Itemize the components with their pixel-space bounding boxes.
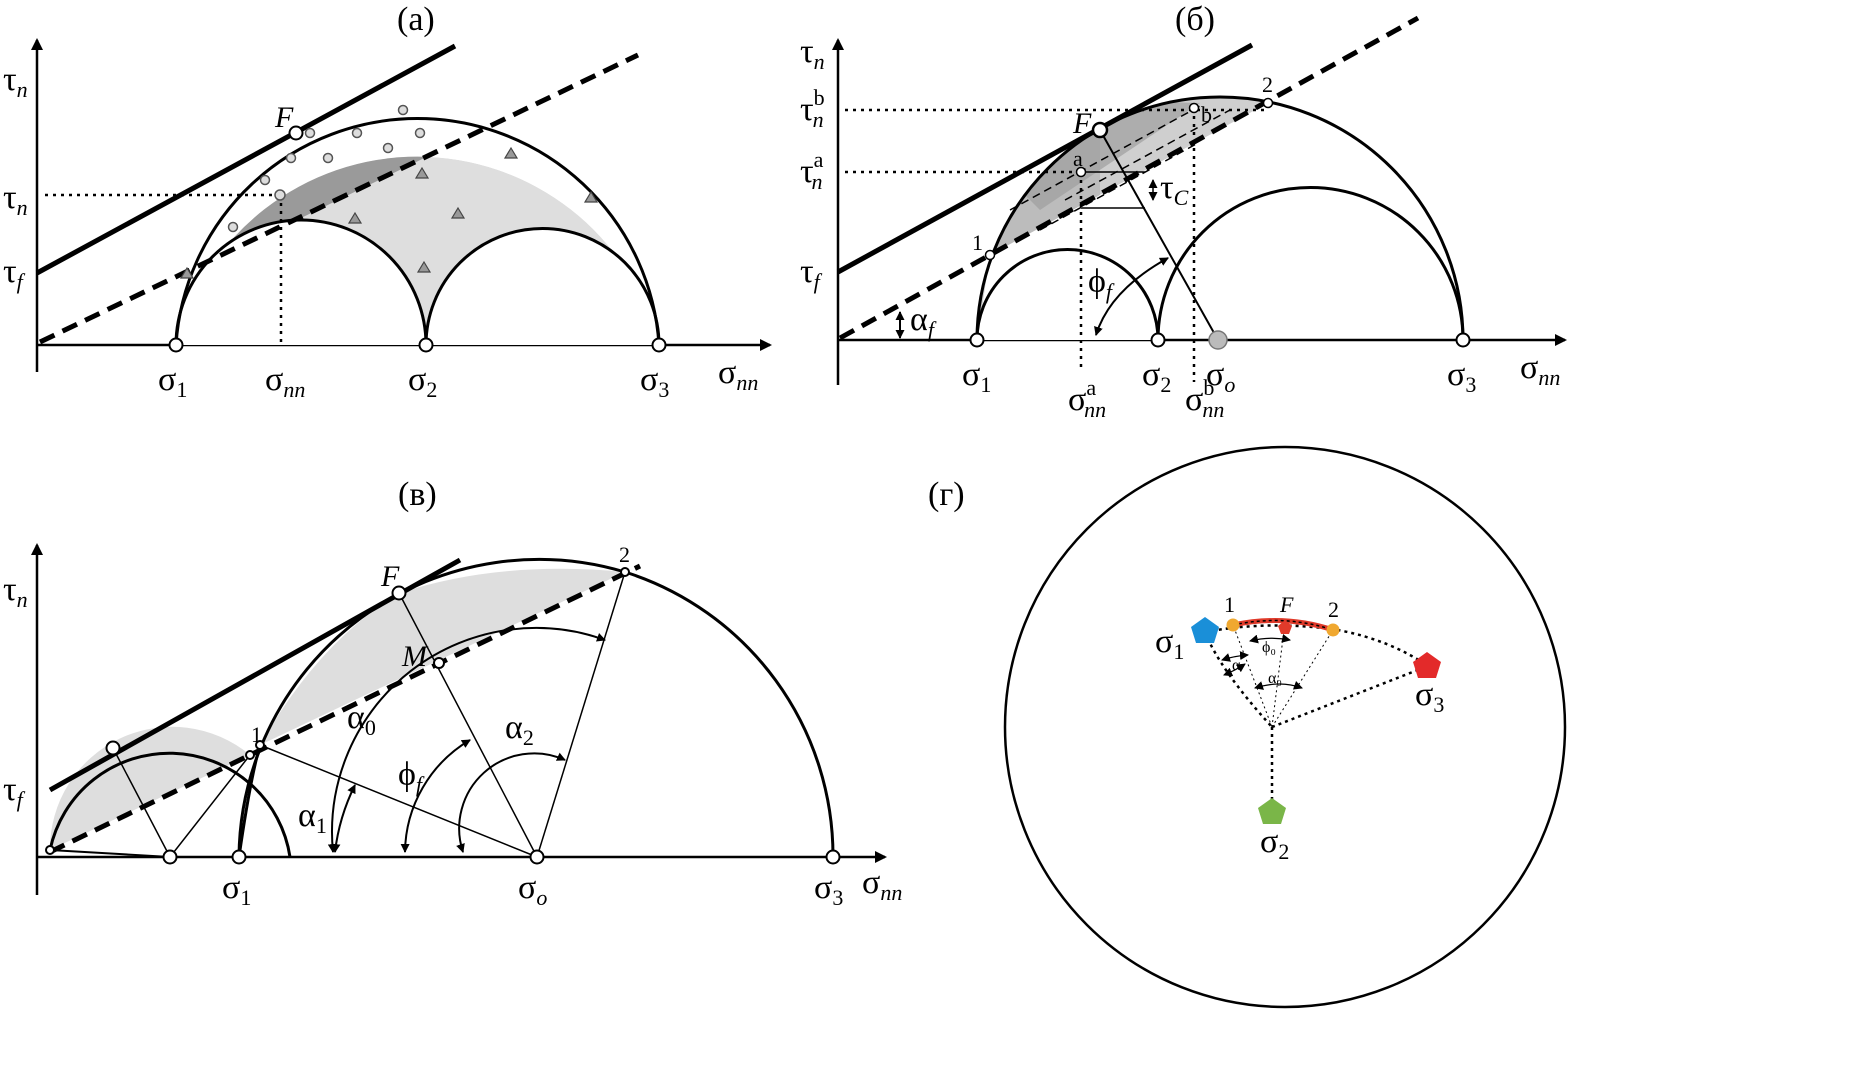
panel-d: (г) 1 F 2 ϕ₀ α₀ α: [928, 445, 1567, 1009]
label-phi0: ϕ₀: [1262, 639, 1276, 656]
label-sigma2: σ2: [1260, 823, 1289, 864]
small-circle: [48, 751, 292, 858]
label-sigma2: σ2: [408, 361, 437, 402]
panel-b: (б): [800, 1, 1567, 422]
panel-b-title: (б): [1175, 1, 1215, 38]
failure-line: [836, 42, 1254, 275]
label-sigma3: σ3: [640, 361, 669, 402]
point-F: [1091, 121, 1109, 139]
friction-line: [838, 15, 1420, 341]
label-alpha2: α2: [505, 709, 534, 750]
marker-sigma1: [1191, 617, 1219, 643]
label-sigma1: σ1: [962, 356, 991, 397]
label-tau-n-axis: τn: [800, 33, 825, 74]
point-F: [288, 125, 304, 141]
label-axis-x: σnn: [1520, 349, 1560, 390]
label-sigma2: σ2: [1142, 356, 1171, 397]
label-M: M: [401, 640, 429, 673]
label-sigma-o: σo: [518, 869, 547, 910]
failure-line: [35, 43, 457, 276]
label-tau-f: τf: [800, 253, 823, 294]
inner-circle-2: [426, 228, 659, 345]
label-F: F: [1279, 592, 1294, 617]
label-tau-n-axis: τn: [3, 61, 28, 102]
label-sigma-nn: σnn: [265, 361, 305, 402]
label-F: F: [274, 101, 294, 134]
label-F: F: [380, 560, 400, 593]
panel-a: (a) F: [3, 1, 772, 402]
inner-circle-1: [176, 220, 426, 345]
label-1: 1: [251, 722, 262, 747]
label-phi-f: ϕf: [398, 756, 425, 797]
label-F: F: [1072, 107, 1092, 140]
label-b: b: [1201, 102, 1212, 127]
label-tau-n: τn: [3, 179, 28, 220]
radius-line: [1099, 129, 1219, 341]
label-tau-nb: τb n: [800, 85, 825, 132]
label-2: 2: [1262, 72, 1273, 97]
marker-2: [1326, 623, 1340, 637]
label-alpha0: α₀: [1268, 670, 1282, 687]
label-sigma1: σ1: [222, 869, 251, 910]
marker-F: [1278, 620, 1292, 634]
label-2: 2: [1328, 597, 1339, 622]
label-tau-n-axis: τn: [3, 571, 28, 612]
label-sigma1: σ1: [1155, 623, 1184, 664]
label-axis-x: σnn: [718, 354, 758, 395]
panel-c: (в) F M 1 2: [3, 476, 902, 910]
marker-1: [1226, 618, 1240, 632]
shaded-region-large: [260, 568, 625, 745]
inner-circle-2: [1156, 186, 1465, 341]
label-sigma3: σ3: [814, 869, 843, 910]
outer-circle: [975, 95, 1465, 341]
panel-a-title: (a): [397, 1, 435, 38]
label-tau-c: τC: [1160, 169, 1189, 210]
label-sigma-nna: σa nn: [1068, 375, 1106, 422]
label-1: 1: [972, 230, 983, 255]
data-points-triangles: [179, 146, 599, 279]
label-axis-x: σnn: [862, 864, 902, 905]
label-alpha1: α1: [298, 797, 327, 838]
panel-c-title: (в): [398, 476, 437, 513]
label-a: a: [1073, 146, 1083, 171]
label-alpha0: α0: [347, 699, 376, 740]
label-tau-na: τa n: [800, 147, 824, 194]
label-sigma3: σ3: [1447, 356, 1476, 397]
outer-circle: [174, 117, 661, 346]
label-phi-f: ϕf: [1088, 263, 1115, 304]
panel-d-title: (г): [928, 476, 965, 513]
label-alpha-f: αf: [910, 301, 937, 342]
label-sigma3: σ3: [1415, 676, 1444, 717]
friction-line: [38, 52, 640, 345]
label-1: 1: [1224, 592, 1235, 617]
outer-circle: [624, 570, 835, 858]
label-tau-f: τf: [3, 771, 26, 812]
stereonet-circle: [1003, 445, 1567, 1009]
label-2: 2: [619, 542, 630, 567]
marker-sigma2: [1258, 798, 1286, 824]
data-points-circles: [227, 104, 426, 233]
marker-sigma3: [1413, 652, 1441, 678]
shaded-region-small: [49, 726, 251, 850]
label-alpha: α: [1232, 657, 1241, 674]
label-sigma1: σ1: [158, 361, 187, 402]
label-sigma-nnb: σb nn: [1185, 375, 1224, 422]
label-sigma-o: σo: [1206, 356, 1235, 397]
label-tau-f: τf: [3, 253, 26, 294]
point-sigma-o: [1208, 330, 1228, 350]
